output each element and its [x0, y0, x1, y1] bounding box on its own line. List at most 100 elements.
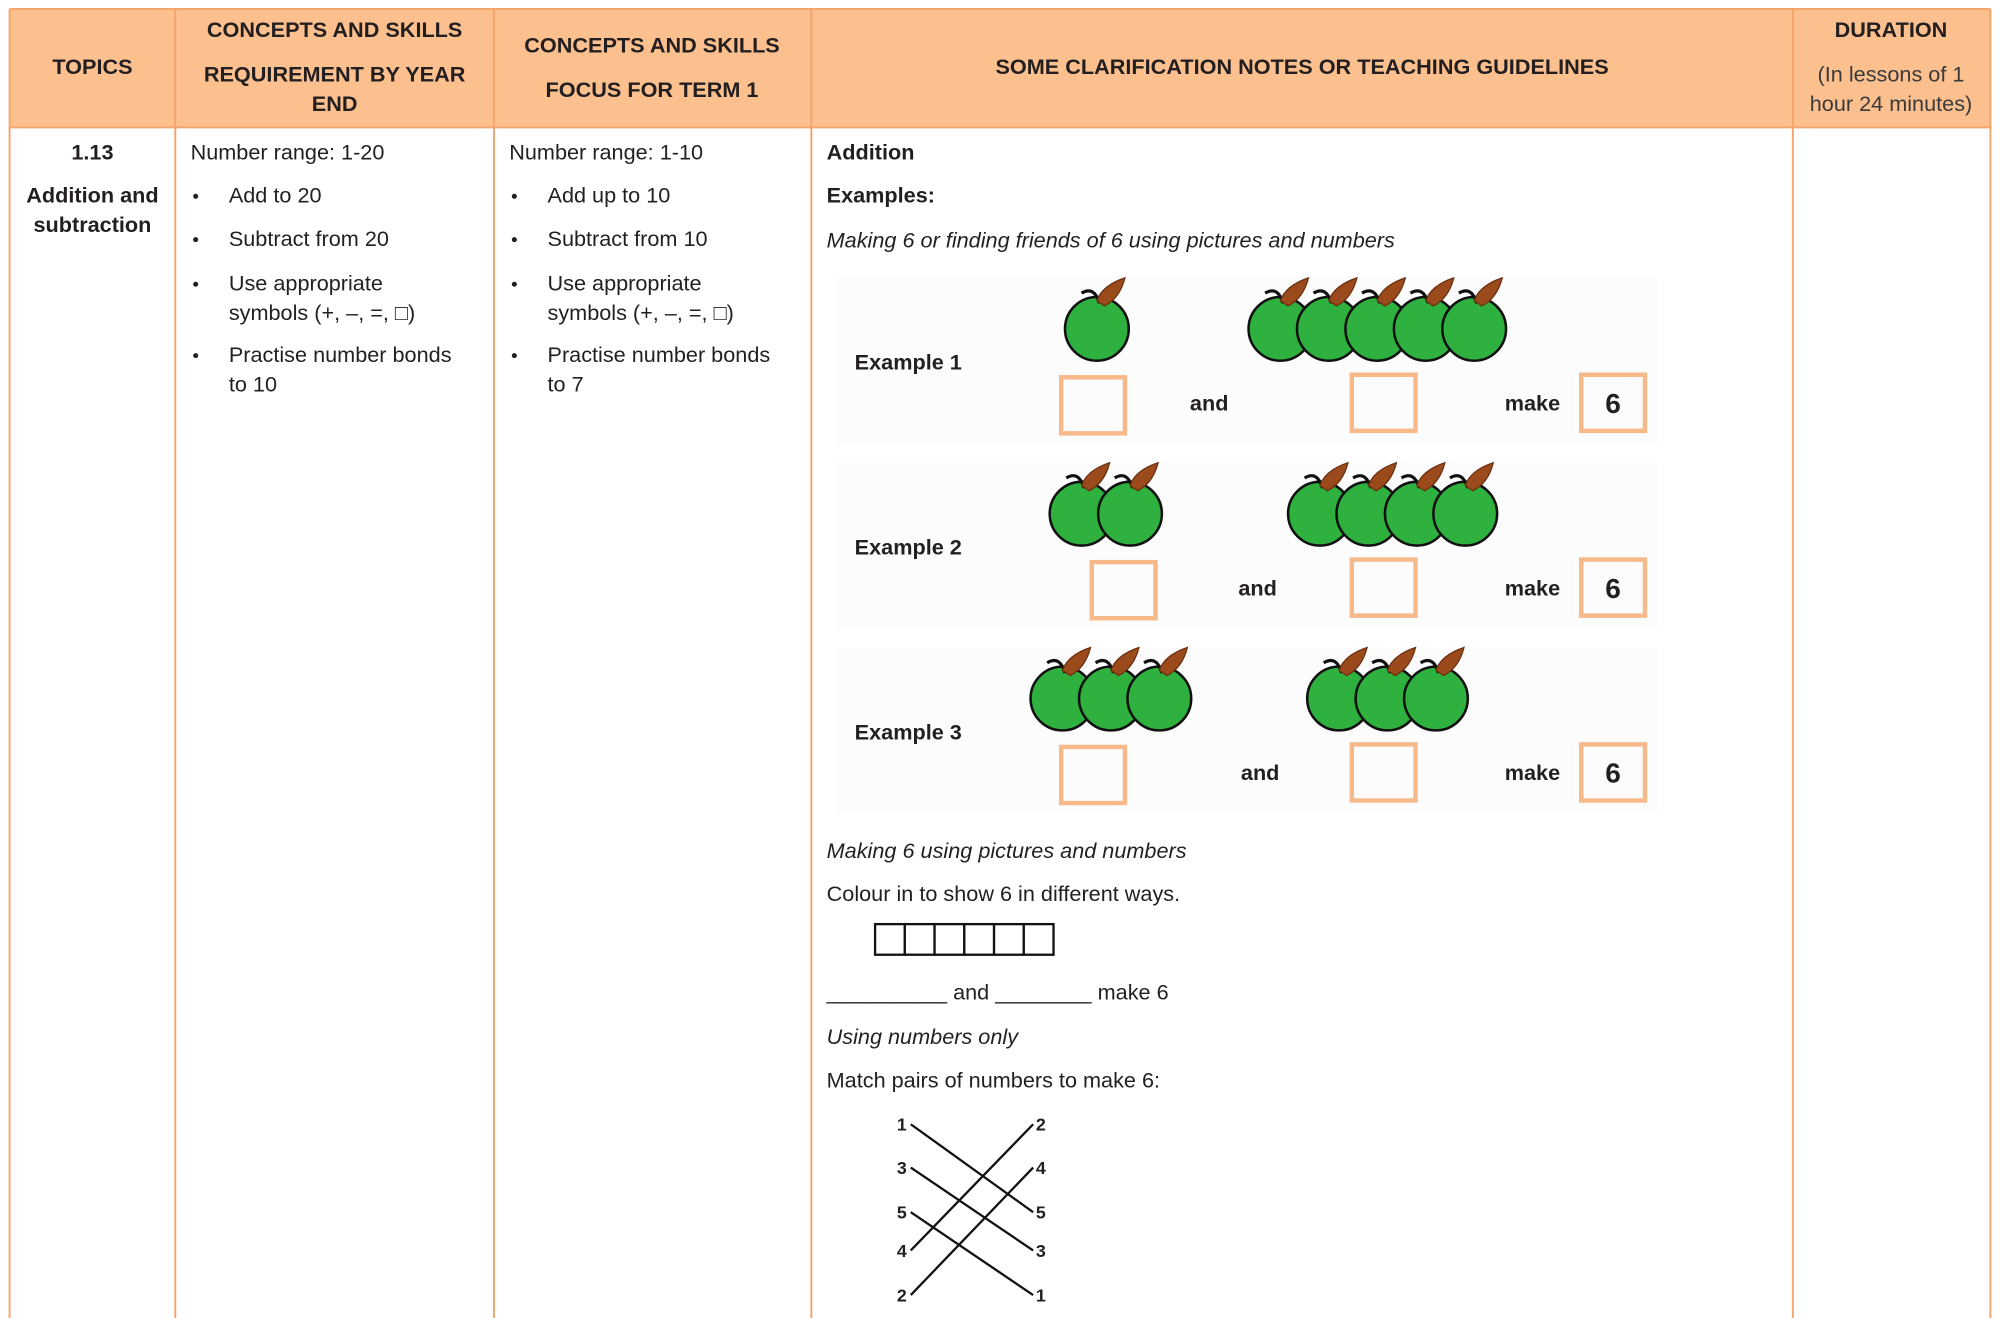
header-text: CONCEPTS AND SKILLS: [524, 32, 779, 57]
grid-cell: [1022, 922, 1055, 956]
bullet-text: Use appropriate: [547, 271, 701, 296]
bullet: [511, 281, 517, 287]
header-text: (In lessons of 1: [1818, 62, 1965, 87]
and-word: and: [1241, 760, 1280, 785]
apple-leaf: [1096, 276, 1126, 307]
bullet-text: Use appropriate: [229, 271, 383, 296]
bullet: [193, 237, 199, 243]
apple-leaf: [1473, 276, 1504, 307]
example-panel: [835, 647, 1658, 814]
apple: [1063, 276, 1131, 363]
match-line: [909, 1166, 1034, 1296]
match-line: [909, 1123, 1034, 1252]
apple-leaf: [1435, 646, 1465, 677]
apple-leaf: [1061, 646, 1092, 677]
apple: [1344, 276, 1411, 363]
match-right: 2: [1036, 1115, 1046, 1135]
match-right: 4: [1036, 1158, 1046, 1178]
bullet-text: to 7: [547, 371, 583, 396]
total-number: 6: [1605, 758, 1621, 789]
header-text: END: [312, 91, 358, 116]
bullet-text: Add to 20: [229, 183, 322, 208]
apple: [1048, 461, 1115, 547]
header-text: hour 24 minutes): [1810, 91, 1973, 116]
apple: [1247, 276, 1314, 363]
match-left: 2: [897, 1285, 907, 1305]
make-word: make: [1505, 575, 1560, 600]
and-word: and: [1238, 575, 1277, 600]
example-label: Example 2: [855, 534, 962, 559]
match-line: [910, 1211, 1034, 1297]
header-text: SOME CLARIFICATION NOTES OR TEACHING GUI…: [995, 54, 1608, 79]
header-band: [9, 8, 1991, 128]
bullet: [193, 353, 199, 359]
notes-heading: Addition: [827, 139, 915, 164]
bullet: [193, 193, 199, 199]
match-left: 4: [897, 1241, 907, 1261]
apple-leaf: [1416, 461, 1446, 492]
answer-box: [1058, 375, 1128, 436]
match-line: [910, 1166, 1034, 1252]
example-label: Example 3: [855, 719, 962, 744]
bullet-text: Practise number bonds: [229, 342, 452, 367]
number-range: Number range: 1-10: [509, 139, 703, 164]
apple: [1126, 646, 1193, 732]
bullet-text: Practise number bonds: [547, 342, 770, 367]
example-panel: [835, 277, 1658, 444]
answer-box: [1089, 559, 1158, 621]
grid-cell: [903, 922, 936, 956]
apple: [1096, 461, 1164, 547]
header-text: TOPICS: [52, 54, 132, 79]
example-panel: [835, 462, 1658, 629]
apple-leaf: [1386, 646, 1417, 677]
apple: [1354, 646, 1421, 732]
grid-cell: [963, 922, 996, 956]
apple-leaf: [1367, 461, 1398, 492]
apple-body: [1402, 665, 1470, 732]
bullet-text: Subtract from 10: [547, 226, 707, 251]
topic-title: Addition and: [26, 183, 158, 208]
apple-leaf: [1129, 461, 1159, 492]
answer-box: [1349, 742, 1418, 803]
total-box: [1579, 372, 1648, 434]
fill-line: __________ and ________ make 6: [826, 979, 1169, 1004]
header-text: FOCUS FOR TERM 1: [546, 77, 759, 102]
make-word: make: [1505, 390, 1560, 415]
answer-box: [1349, 557, 1418, 618]
apple-body: [1063, 295, 1131, 363]
apple-body: [1432, 480, 1499, 547]
examples-label: Examples:: [827, 183, 935, 208]
answer-box: [1349, 372, 1418, 434]
apple-leaf: [1319, 461, 1349, 492]
apple: [1305, 646, 1373, 732]
bullet: [511, 193, 517, 199]
bullet-text: Add up to 10: [547, 183, 670, 208]
total-number: 6: [1605, 388, 1621, 419]
apple: [1432, 461, 1499, 547]
section-title: Using numbers only: [827, 1024, 1020, 1049]
make-word: make: [1505, 760, 1560, 785]
apple-body: [1441, 295, 1508, 363]
bullet-text: to 10: [229, 371, 277, 396]
apple-leaf: [1328, 276, 1358, 307]
total-box: [1579, 557, 1648, 618]
apple: [1392, 276, 1459, 363]
total-box: [1579, 742, 1648, 803]
match-left: 3: [897, 1158, 907, 1178]
grid-cell: [933, 922, 966, 956]
answer-box: [1058, 744, 1128, 806]
grid-cell: [992, 922, 1025, 956]
colour-grid: [873, 922, 1055, 956]
apple-leaf: [1279, 276, 1310, 307]
apple-body: [1126, 665, 1193, 732]
bullet: [511, 353, 517, 359]
section-title: Making 6 using pictures and numbers: [827, 838, 1187, 863]
instruction: Colour in to show 6 in different ways.: [827, 881, 1181, 906]
apple-leaf: [1338, 646, 1369, 677]
header-text: DURATION: [1835, 17, 1948, 42]
bullet-text: symbols (+, –, =, □): [229, 300, 415, 325]
match-right: 3: [1036, 1241, 1046, 1261]
bullet-text: symbols (+, –, =, □): [547, 300, 733, 325]
apple-leaf: [1376, 276, 1407, 307]
